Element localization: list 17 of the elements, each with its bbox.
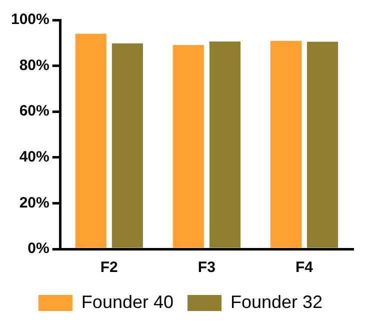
legend-label: Founder 40 bbox=[81, 292, 174, 312]
x-tick-label: F4 bbox=[295, 259, 314, 276]
bar bbox=[112, 43, 143, 248]
y-tick-label: 100% bbox=[10, 11, 50, 28]
bar bbox=[209, 42, 241, 248]
bar bbox=[270, 40, 302, 248]
y-tick-label: 80% bbox=[19, 56, 50, 74]
y-tick-label: 20% bbox=[19, 194, 50, 212]
y-tick-label: 60% bbox=[19, 102, 50, 120]
bar bbox=[172, 44, 204, 248]
y-tick-label: 0% bbox=[28, 240, 50, 258]
legend-label: Founder 32 bbox=[230, 292, 323, 312]
bar bbox=[75, 34, 106, 248]
y-tick-label: 40% bbox=[19, 148, 50, 166]
bar bbox=[306, 42, 338, 248]
x-tick-label: F3 bbox=[198, 259, 216, 276]
x-tick-label: F2 bbox=[100, 259, 118, 276]
